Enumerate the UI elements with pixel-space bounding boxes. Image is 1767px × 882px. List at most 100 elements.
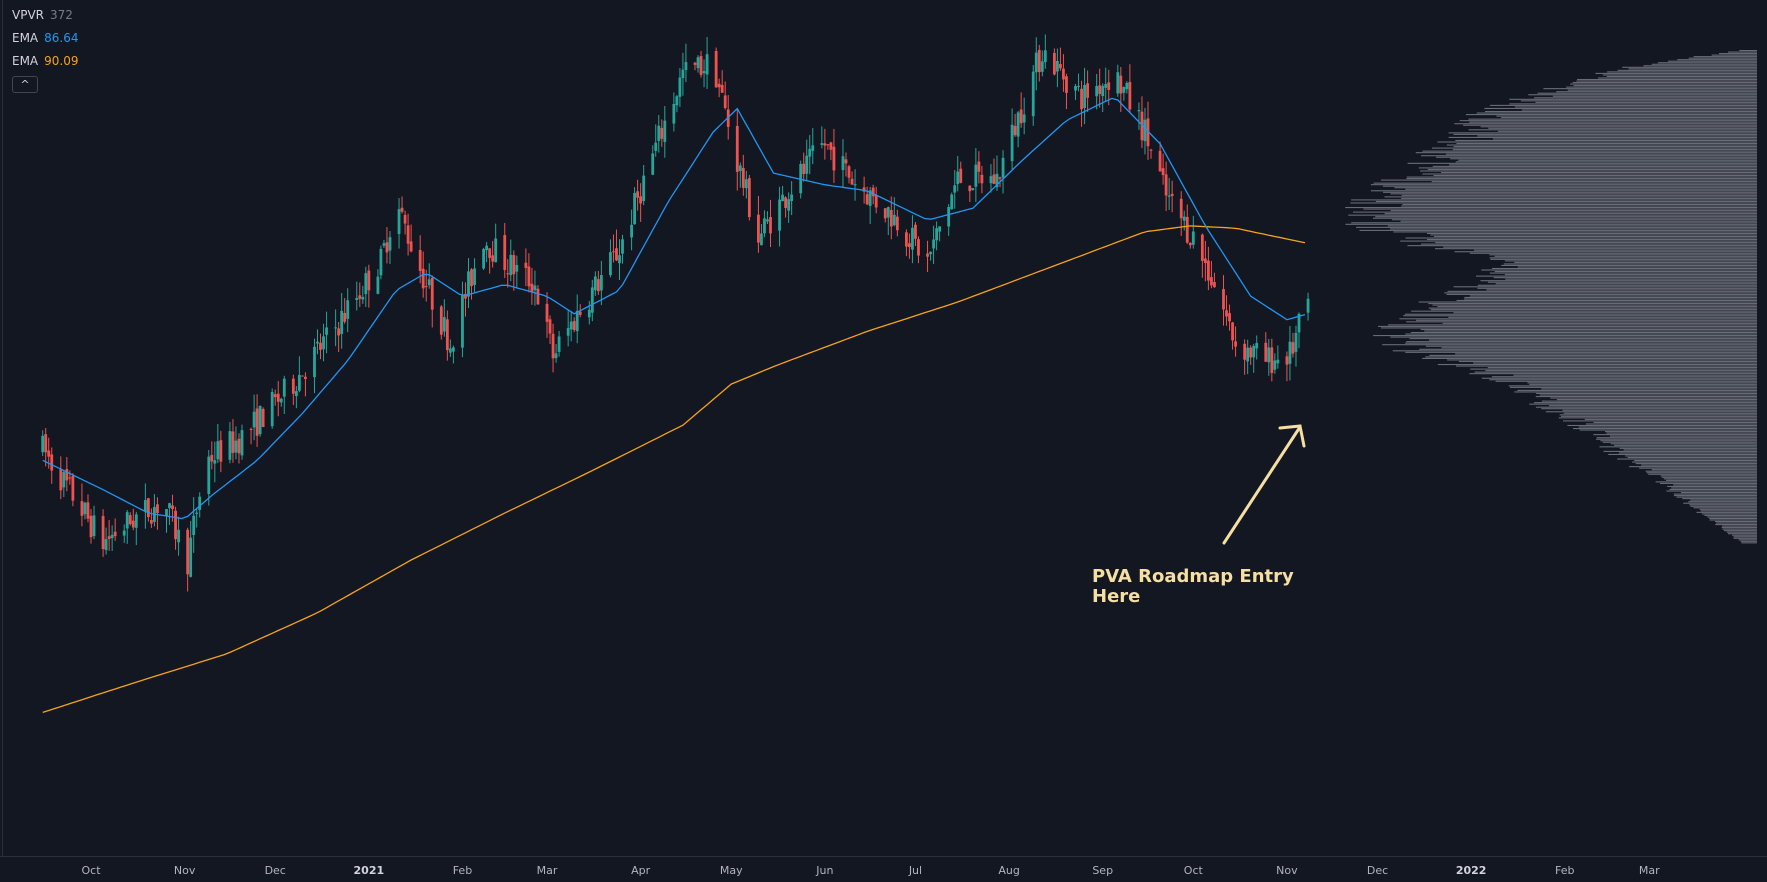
volume-profile-bar xyxy=(1711,54,1757,56)
x-tick-label: Nov xyxy=(1276,864,1298,877)
volume-profile-bar xyxy=(1527,382,1757,384)
volume-profile-bar xyxy=(1345,206,1757,209)
volume-profile-bar xyxy=(1454,251,1757,253)
volume-profile-bar xyxy=(1409,338,1757,340)
candle xyxy=(1040,50,1044,77)
legend-vpvr[interactable]: VPVR 372 xyxy=(12,4,79,27)
volume-profile-bar xyxy=(1663,478,1757,480)
volume-profile-bar xyxy=(1651,63,1757,65)
candle xyxy=(1077,73,1080,92)
volume-profile-bar xyxy=(1455,139,1757,142)
volume-profile-bar xyxy=(1529,383,1757,385)
candle xyxy=(1031,65,1035,126)
volume-profile-bar xyxy=(1464,296,1757,299)
candle xyxy=(841,139,845,188)
candle xyxy=(448,339,452,357)
volume-profile-bar xyxy=(1561,415,1757,417)
legend-ema-fast[interactable]: EMA 86.64 xyxy=(12,27,79,50)
volume-profile-bar xyxy=(1596,437,1757,439)
legend-ema-slow-name: EMA xyxy=(12,54,39,68)
volume-profile-bar xyxy=(1477,287,1757,289)
ema-slow-line xyxy=(42,225,1306,714)
volume-profile-bar xyxy=(1390,193,1757,195)
volume-profile-bar xyxy=(1356,226,1757,228)
volume-profile-bar xyxy=(1567,89,1757,91)
volume-profile-bar xyxy=(1648,473,1757,475)
candle xyxy=(470,268,473,300)
candle xyxy=(1016,110,1020,148)
volume-profile-bar xyxy=(1495,380,1757,382)
candle xyxy=(639,183,643,222)
x-tick-label: Apr xyxy=(631,864,651,877)
legend-ema-slow-value: 90.09 xyxy=(44,54,79,68)
candle xyxy=(599,260,603,306)
volume-profile-bar xyxy=(1435,242,1757,244)
volume-profile-bar xyxy=(1673,495,1757,497)
x-tick-label: 2022 xyxy=(1455,864,1487,877)
candle xyxy=(192,497,196,553)
candle xyxy=(1243,339,1247,375)
candle xyxy=(125,510,129,544)
legend-ema-slow[interactable]: EMA 90.09 xyxy=(12,50,79,73)
candle xyxy=(464,282,467,317)
volume-profile-bar xyxy=(1503,263,1757,265)
volume-profile-bar xyxy=(1489,379,1757,381)
volume-profile-bar xyxy=(1549,405,1757,407)
volume-profile-bar xyxy=(1666,479,1757,481)
candle xyxy=(977,151,981,184)
candle xyxy=(198,492,202,518)
candle xyxy=(101,509,105,557)
volume-profile-bar xyxy=(1550,397,1757,399)
candle xyxy=(503,223,507,279)
candle xyxy=(1010,108,1014,170)
candle xyxy=(131,508,135,531)
candle xyxy=(654,124,658,157)
candle xyxy=(491,240,495,268)
candle xyxy=(1285,351,1289,382)
volume-profile-bar xyxy=(1563,420,1757,422)
volume-profile-bar xyxy=(1688,57,1757,59)
volume-profile-bar xyxy=(1389,228,1757,230)
legend-collapse-button[interactable]: ^ xyxy=(12,76,38,93)
volume-profile-bar xyxy=(1490,258,1757,260)
candle xyxy=(427,263,431,289)
candle xyxy=(823,128,827,160)
candle xyxy=(146,497,150,522)
candle xyxy=(273,389,277,406)
candle xyxy=(488,248,492,274)
candle xyxy=(1270,338,1274,382)
candle xyxy=(1086,70,1089,112)
candle xyxy=(1191,215,1195,249)
volume-profile-bar xyxy=(1690,505,1757,507)
volume-profile-bar xyxy=(1484,107,1757,110)
volume-profile-bar xyxy=(1669,488,1757,491)
candle xyxy=(590,279,594,322)
volume-profile-bar xyxy=(1448,132,1757,134)
volume-profile-bar xyxy=(1418,301,1757,303)
volume-profile-bar xyxy=(1598,77,1757,79)
volume-profile-bar xyxy=(1469,373,1757,375)
volume-profile-bar xyxy=(1493,277,1757,279)
x-tick-label: Jun xyxy=(816,864,834,877)
candle xyxy=(784,196,787,218)
volume-profile-bar xyxy=(1617,458,1757,460)
volume-profile-bar xyxy=(1469,252,1757,254)
volume-profile-bar xyxy=(1558,417,1757,419)
time-axis[interactable]: Oct Nov Dec 2021 Feb Mar Apr May Jun Jul Aug Sep Oct… xyxy=(0,856,1767,882)
volume-profile-bar xyxy=(1721,527,1757,529)
candle xyxy=(630,209,633,251)
volume-profile-bar xyxy=(1535,395,1757,398)
volume-profile-bar xyxy=(1520,100,1757,102)
candle xyxy=(1065,73,1068,110)
volume-profile-bar xyxy=(1726,531,1757,533)
volume-profile-bar xyxy=(1469,121,1757,123)
volume-profile-bar xyxy=(1573,427,1757,430)
volume-profile-bar xyxy=(1448,316,1757,318)
candle xyxy=(980,165,984,194)
ema-fast-line xyxy=(42,97,1306,520)
candle xyxy=(651,145,655,176)
indicator-legend: VPVR 372 EMA 86.64 EMA 90.09 xyxy=(12,4,79,73)
volume-profile-bar xyxy=(1688,501,1757,503)
candle xyxy=(992,158,996,185)
